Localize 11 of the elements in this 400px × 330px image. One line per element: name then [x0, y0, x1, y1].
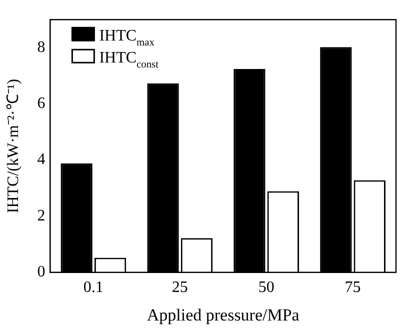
- y-tick-label: 6: [37, 95, 46, 112]
- y-tick-label: 4: [37, 151, 46, 168]
- x-tick-label: 25: [172, 279, 188, 296]
- y-axis-title: IHTC/(kW·m⁻²·℃⁻¹): [4, 78, 22, 214]
- x-tick-label: 75: [344, 279, 361, 296]
- x-tick-label: 50: [258, 279, 274, 296]
- y-tick-label: 2: [37, 207, 46, 224]
- y-tick-label: 0: [37, 264, 46, 281]
- x-axis-title: Applied pressure/MPa: [146, 305, 300, 324]
- y-tick-label: 8: [37, 38, 46, 56]
- x-tick-label: 0.1: [83, 279, 104, 296]
